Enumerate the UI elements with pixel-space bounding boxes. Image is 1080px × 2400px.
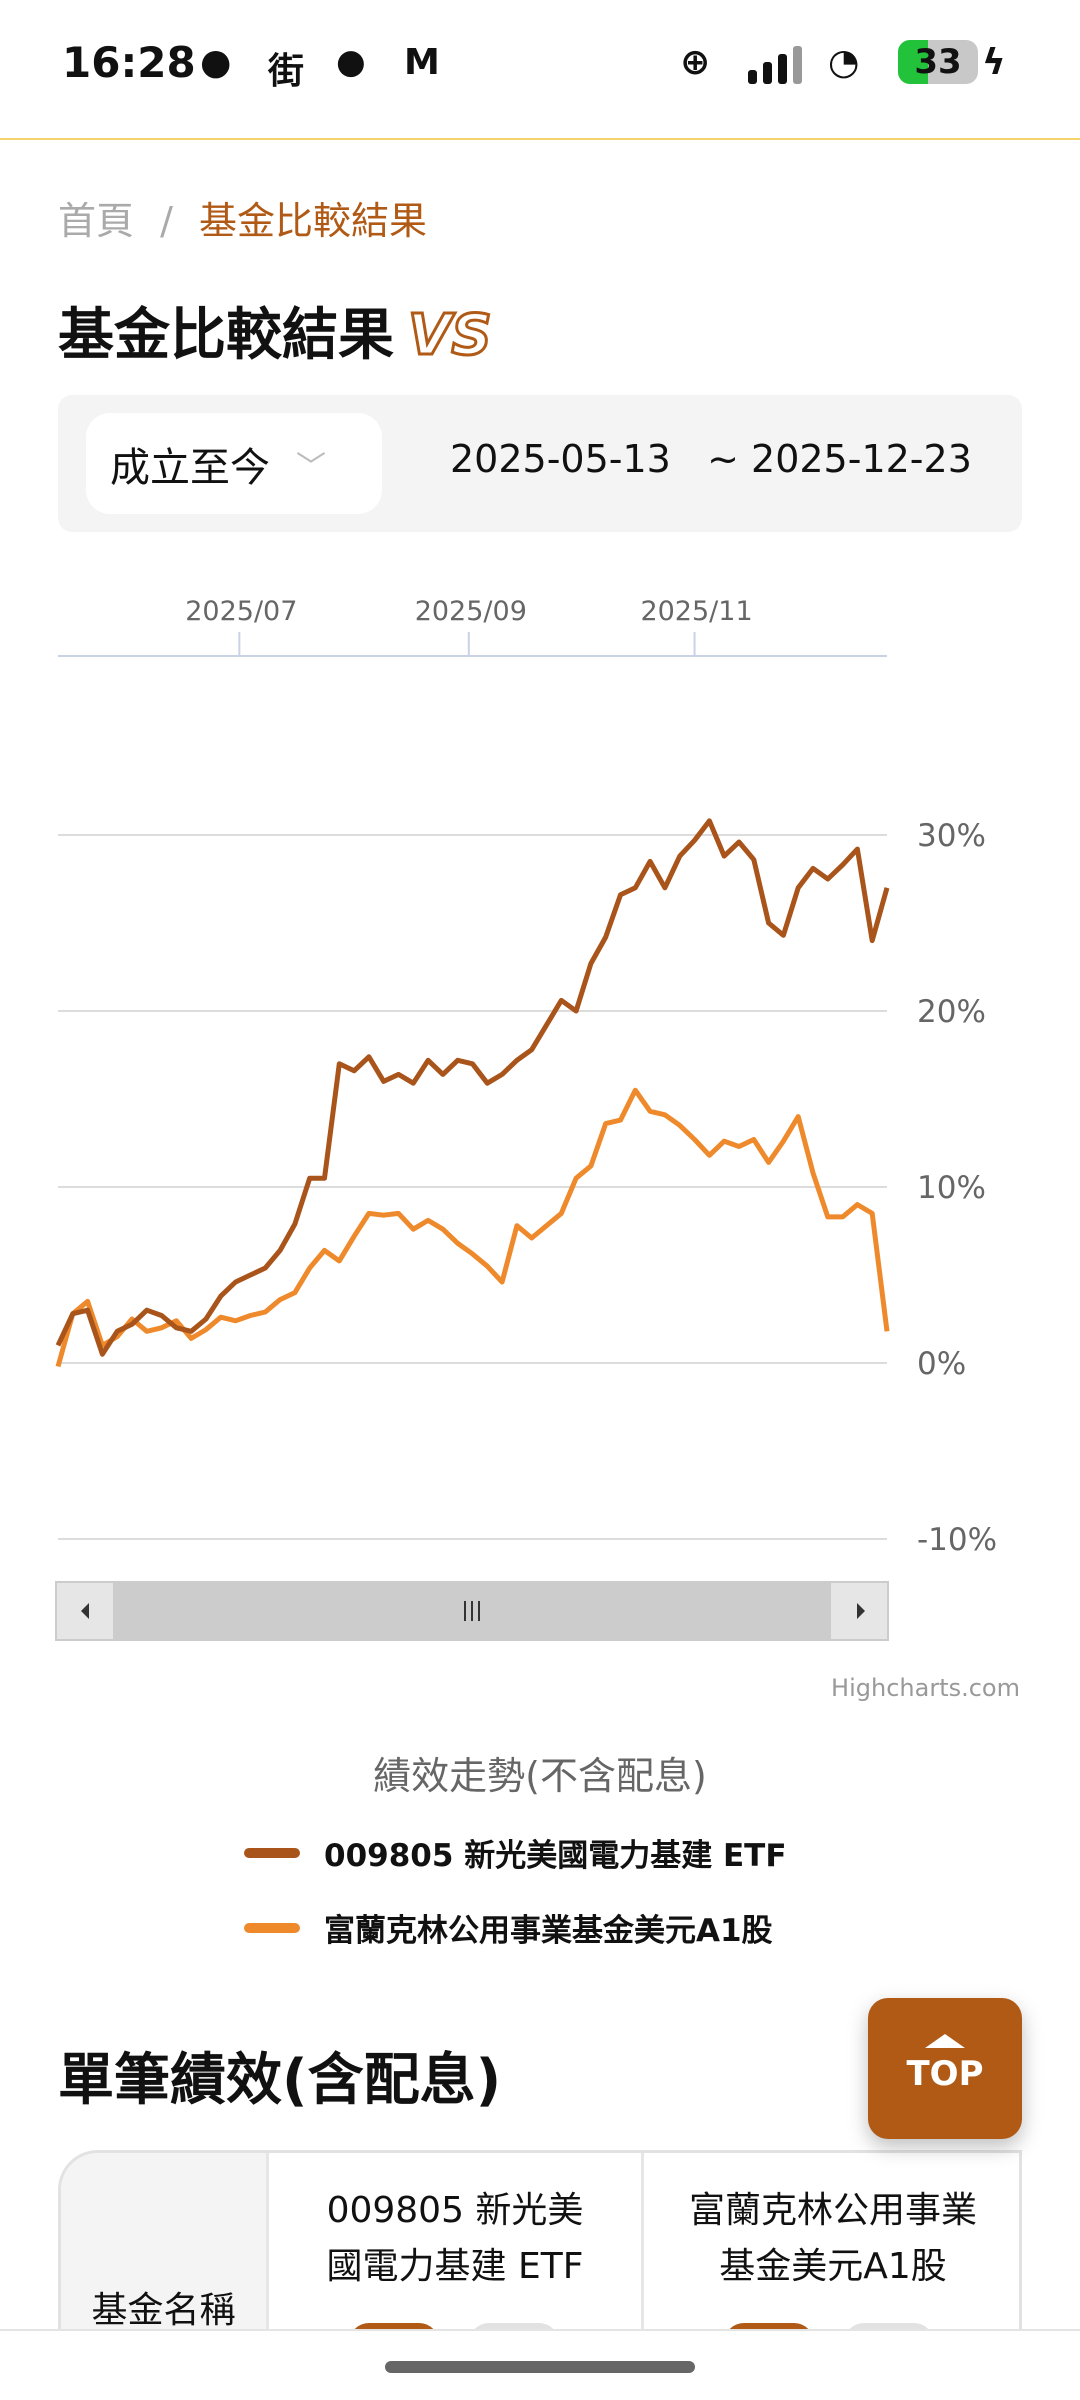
date-filter: 成立至今 ﹀ 2025-05-13 ~ 2025-12-23 bbox=[58, 395, 1022, 532]
legend-swatch bbox=[244, 1847, 300, 1858]
chevron-down-icon: ﹀ bbox=[296, 449, 326, 485]
line-icon: ● bbox=[336, 42, 366, 82]
x-tick-label: 2025/09 bbox=[415, 596, 527, 627]
vs-badge: VS bbox=[407, 302, 494, 370]
range-select[interactable]: 成立至今 ﹀ bbox=[86, 413, 382, 514]
back-to-top-button[interactable]: TOP bbox=[868, 1998, 1022, 2139]
fund-name-1: 009805 新光美國電力基建 ETF bbox=[326, 2190, 584, 2287]
caret-up-icon bbox=[925, 2034, 965, 2048]
y-tick-label: 30% bbox=[917, 818, 986, 854]
breadcrumb-current: 基金比較結果 bbox=[199, 199, 428, 243]
home-gesture-handle[interactable] bbox=[385, 2361, 695, 2373]
performance-chart: 2025/07 2025/09 2025/11 30% 20% 10% 0% -10% bbox=[55, 596, 997, 1641]
performance-table: 基金名稱 009805 新光美國電力基建 ETF 富蘭克林公用事業基金美元A1股 bbox=[58, 2150, 1022, 2350]
status-bar: 16:28 ● 街 ● M ⊕ ◔ 33 ϟ bbox=[0, 0, 1080, 140]
y-tick-label: 20% bbox=[917, 994, 986, 1030]
x-tick-label: 2025/07 bbox=[185, 596, 297, 627]
battery-indicator: 33 bbox=[898, 40, 978, 84]
legend-swatch bbox=[244, 1922, 300, 1933]
breadcrumb-home[interactable]: 首頁 bbox=[58, 199, 135, 243]
legend-item-series1[interactable]: 009805 新光美國電力基建 ETF bbox=[244, 1830, 787, 1875]
start-date[interactable]: 2025-05-13 bbox=[450, 437, 671, 481]
breadcrumb-separator: / bbox=[160, 199, 173, 243]
end-date[interactable]: 2025-12-23 bbox=[751, 437, 972, 481]
row-header: 基金名稱 bbox=[91, 2290, 236, 2331]
legend-item-series2[interactable]: 富蘭克林公用事業基金美元A1股 bbox=[244, 1905, 773, 1950]
wifi-icon: ◔ bbox=[828, 42, 860, 83]
page-title: 基金比較結果 VS bbox=[58, 302, 494, 370]
gmail-icon: M bbox=[404, 42, 440, 83]
charging-icon: ϟ bbox=[982, 42, 1006, 83]
y-tick-label: -10% bbox=[917, 1522, 997, 1558]
signal-icon bbox=[748, 46, 804, 84]
x-tick-label: 2025/11 bbox=[640, 596, 752, 627]
section-title: 單筆績效(含配息) bbox=[58, 2048, 502, 2113]
arrow-right-icon bbox=[857, 1603, 865, 1619]
clock: 16:28 bbox=[62, 38, 196, 87]
jie-app-icon: 街 bbox=[268, 51, 305, 92]
grip-icon bbox=[464, 1601, 480, 1621]
series-line-1[interactable] bbox=[55, 818, 890, 1357]
chart-title: 績效走勢(不含配息) bbox=[373, 1754, 707, 1798]
date-range[interactable]: 2025-05-13 ~ 2025-12-23 bbox=[450, 437, 972, 481]
series-line-2[interactable] bbox=[55, 1087, 890, 1368]
arrow-left-icon bbox=[81, 1603, 89, 1619]
highcharts-credit[interactable]: Highcharts.com bbox=[831, 1674, 1020, 1702]
data-saver-icon: ⊕ bbox=[680, 42, 711, 83]
y-tick-label: 10% bbox=[917, 1170, 986, 1206]
chat-bubble-icon: ● bbox=[200, 42, 232, 83]
y-tick-label: 0% bbox=[917, 1346, 966, 1382]
breadcrumb: 首頁 / 基金比較結果 bbox=[58, 190, 427, 245]
fund-name-2: 富蘭克林公用事業基金美元A1股 bbox=[688, 2190, 977, 2287]
